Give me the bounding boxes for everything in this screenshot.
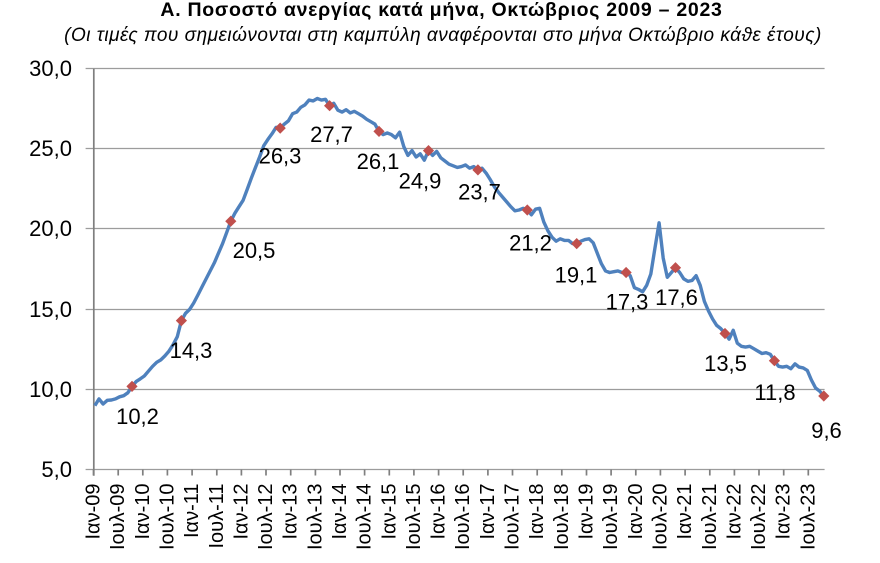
svg-text:21,2: 21,2: [509, 231, 552, 256]
svg-text:Ιουλ-16: Ιουλ-16: [452, 484, 474, 551]
svg-text:25,0: 25,0: [29, 136, 72, 161]
svg-text:20,5: 20,5: [233, 238, 276, 263]
svg-text:Ιαν-12: Ιαν-12: [230, 484, 252, 540]
svg-text:13,5: 13,5: [704, 351, 747, 376]
svg-text:Ιουλ-22: Ιουλ-22: [748, 484, 770, 551]
svg-text:20,0: 20,0: [29, 216, 72, 241]
svg-text:Ιουλ-23: Ιουλ-23: [797, 484, 819, 551]
svg-text:23,7: 23,7: [458, 180, 501, 205]
svg-text:Ιουλ-14: Ιουλ-14: [354, 484, 376, 551]
svg-text:10,2: 10,2: [116, 404, 159, 429]
svg-text:Ιαν-11: Ιαν-11: [181, 484, 203, 539]
svg-text:Ιουλ-13: Ιουλ-13: [304, 484, 326, 551]
svg-text:Ιουλ-12: Ιουλ-12: [255, 484, 277, 551]
svg-text:Ιαν-13: Ιαν-13: [280, 484, 302, 540]
svg-text:27,7: 27,7: [310, 122, 353, 147]
svg-text:Ιουλ-15: Ιουλ-15: [403, 484, 425, 551]
svg-text:24,9: 24,9: [399, 169, 442, 194]
svg-text:Ιαν-16: Ιαν-16: [428, 484, 450, 540]
svg-text:14,3: 14,3: [170, 338, 213, 363]
svg-text:Ιουλ-18: Ιουλ-18: [551, 484, 573, 551]
svg-text:26,1: 26,1: [357, 149, 400, 174]
svg-text:15,0: 15,0: [29, 297, 72, 322]
svg-text:Ιαν-18: Ιαν-18: [526, 484, 548, 540]
svg-text:11,8: 11,8: [754, 380, 795, 405]
svg-text:Ιουλ-10: Ιουλ-10: [156, 484, 178, 551]
svg-text:10,0: 10,0: [29, 377, 72, 402]
svg-text:Ιουλ-09: Ιουλ-09: [107, 484, 129, 551]
svg-text:Ιαν-09: Ιαν-09: [83, 484, 105, 540]
svg-text:Ιουλ-11: Ιουλ-11: [206, 484, 228, 549]
svg-text:Ιαν-14: Ιαν-14: [329, 484, 351, 540]
svg-text:Ιουλ-20: Ιουλ-20: [649, 484, 671, 551]
svg-text:17,3: 17,3: [606, 290, 649, 315]
svg-text:Ιαν-20: Ιαν-20: [625, 484, 647, 540]
svg-text:Α. Ποσοστό ανεργίας κατά μήνα,: Α. Ποσοστό ανεργίας κατά μήνα, Οκτώβριος…: [160, 0, 722, 21]
svg-text:Ιαν-19: Ιαν-19: [576, 484, 598, 540]
svg-text:9,6: 9,6: [811, 418, 842, 443]
svg-text:Ιαν-17: Ιαν-17: [477, 484, 499, 540]
svg-text:Ιαν-23: Ιαν-23: [773, 484, 795, 540]
svg-text:5,0: 5,0: [41, 457, 72, 482]
svg-text:Ιαν-15: Ιαν-15: [378, 484, 400, 540]
svg-text:30,0: 30,0: [29, 56, 72, 81]
svg-text:Ιουλ-17: Ιουλ-17: [502, 484, 524, 551]
svg-text:(Οι τιμές που σημειώνονται στη: (Οι τιμές που σημειώνονται στη καμπύλη α…: [64, 25, 822, 46]
svg-text:26,3: 26,3: [259, 144, 302, 169]
svg-text:Ιουλ-19: Ιουλ-19: [600, 484, 622, 551]
svg-text:17,6: 17,6: [655, 285, 698, 310]
svg-text:Ιουλ-21: Ιουλ-21: [699, 484, 721, 551]
svg-text:19,1: 19,1: [555, 263, 598, 288]
svg-text:Ιαν-21: Ιαν-21: [674, 484, 696, 540]
svg-text:Ιαν-22: Ιαν-22: [723, 484, 745, 540]
svg-text:Ιαν-10: Ιαν-10: [132, 484, 154, 540]
